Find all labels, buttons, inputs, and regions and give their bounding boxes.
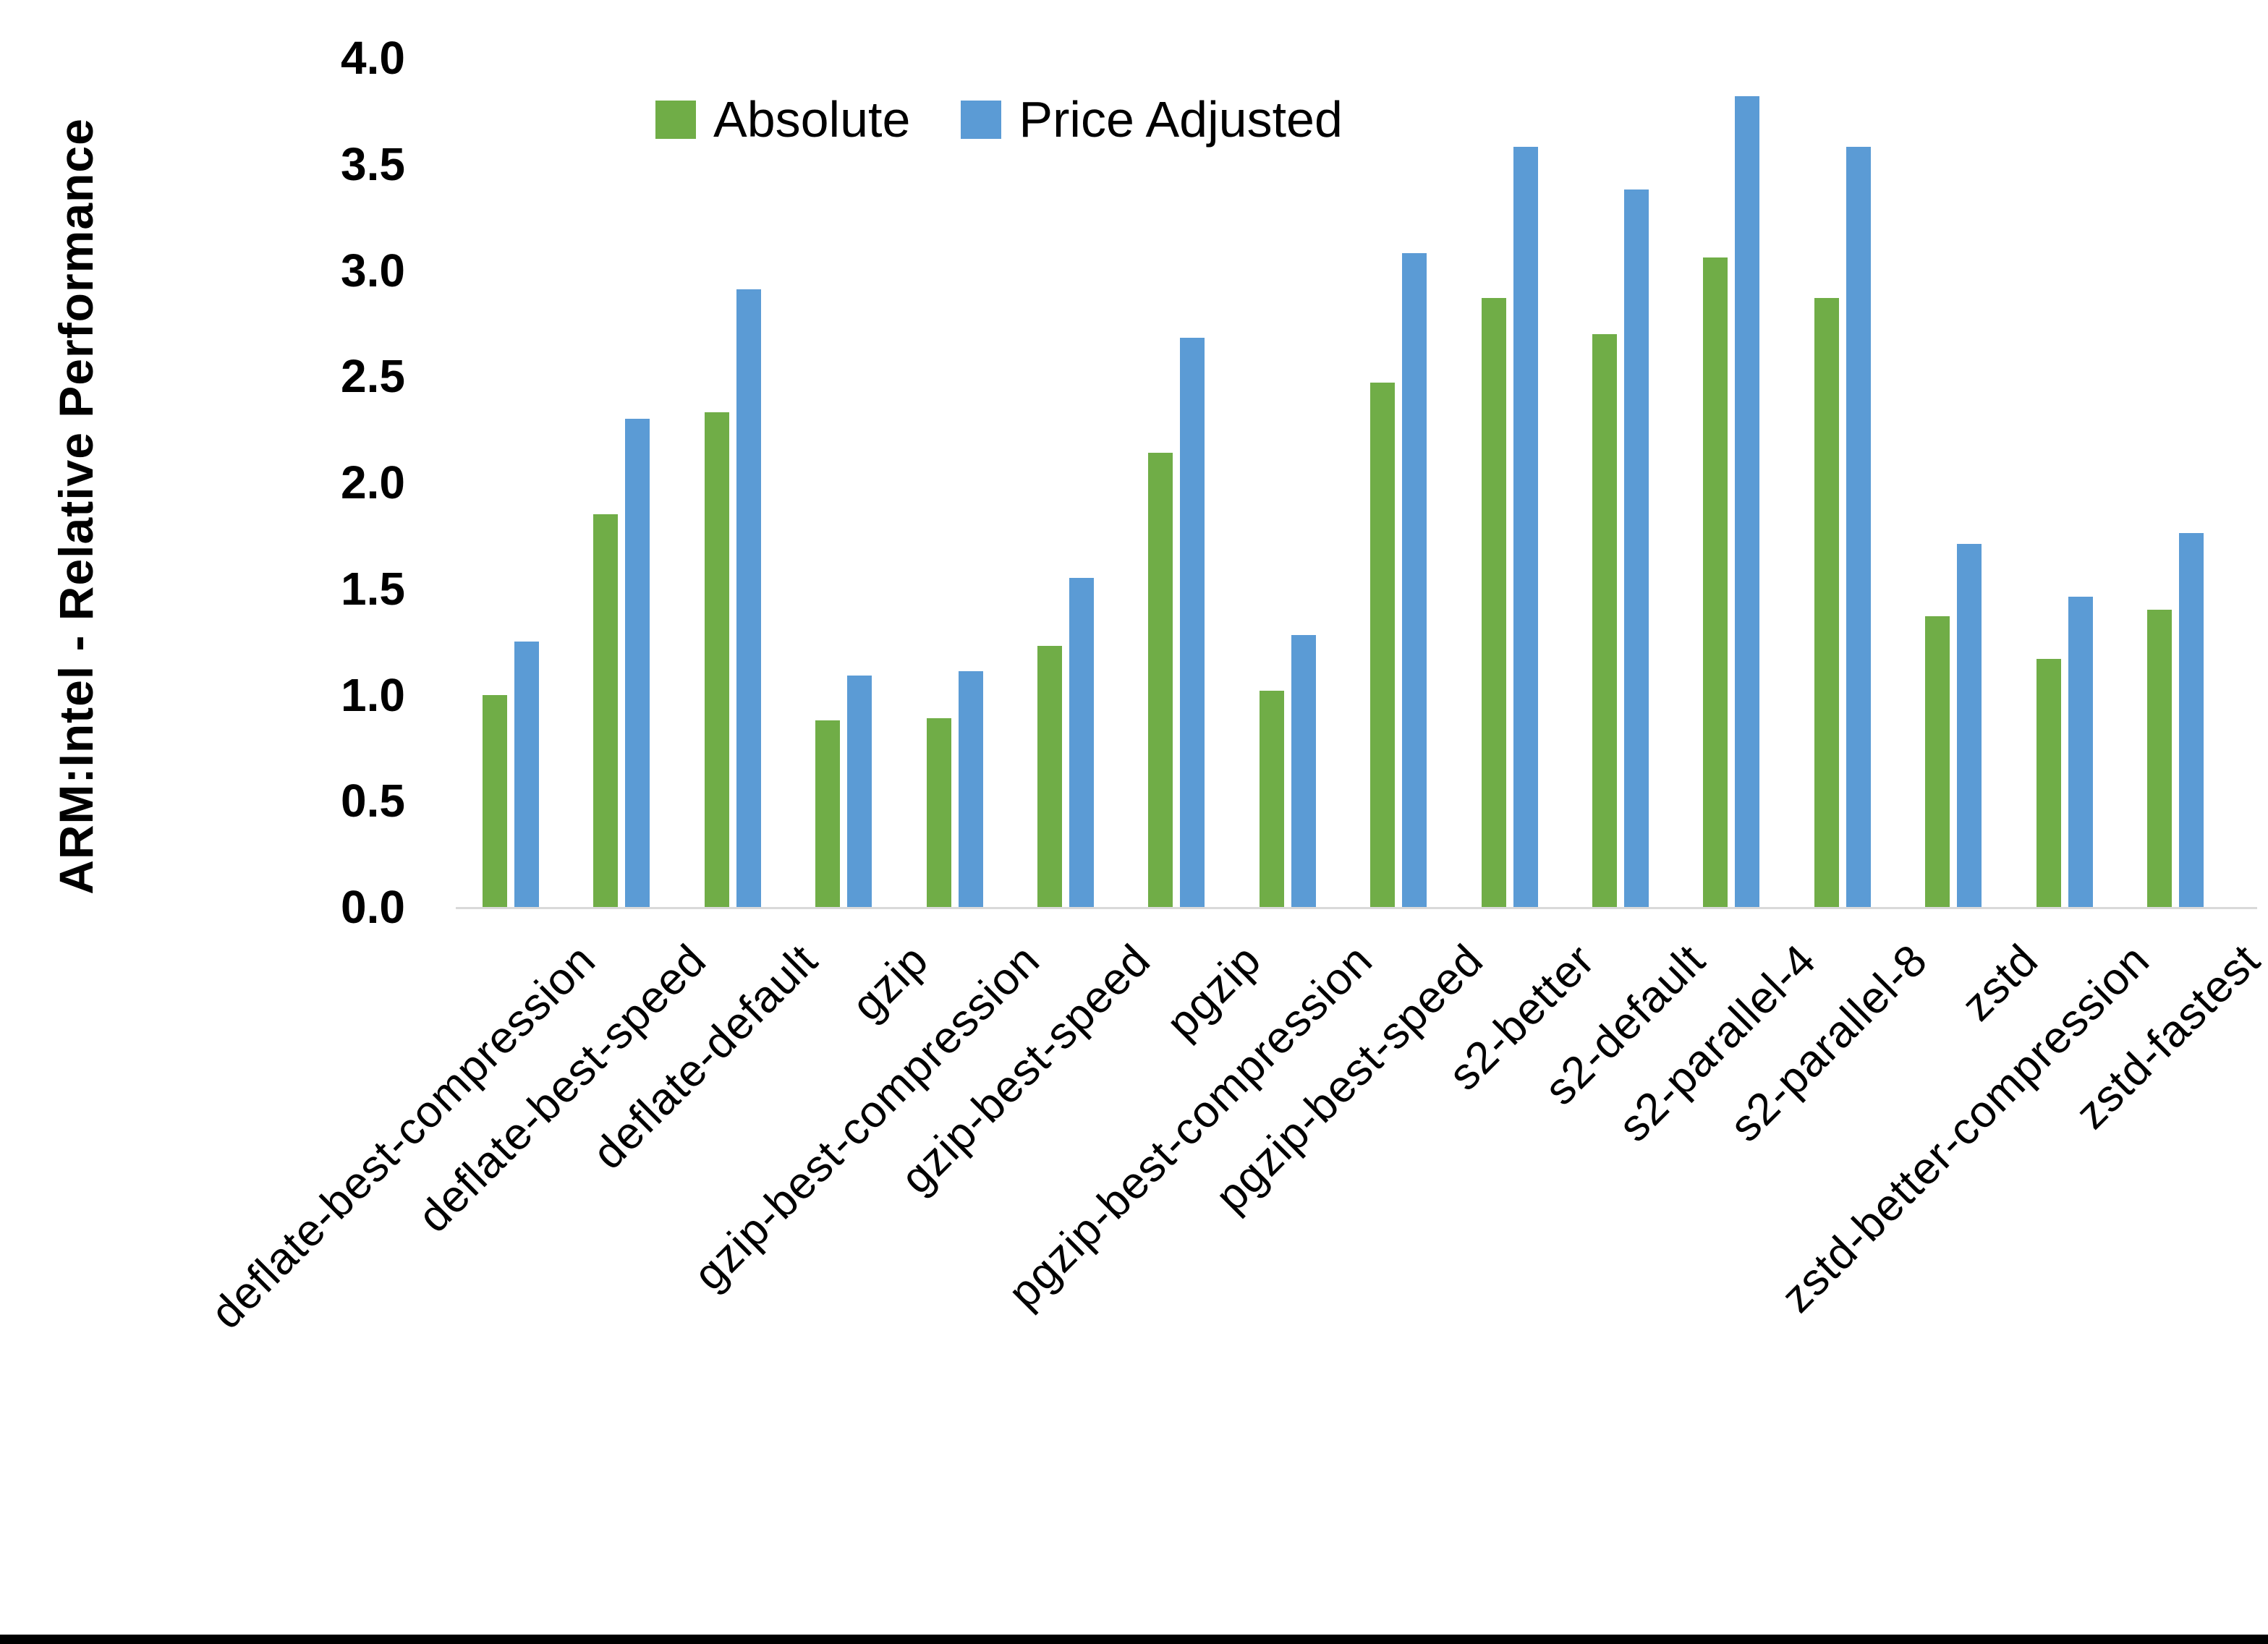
- bar-absolute-pgzip-best-compression: [1259, 690, 1284, 907]
- legend: Absolute Price Adjusted: [655, 90, 1343, 148]
- legend-swatch-absolute: [655, 100, 696, 139]
- bar-absolute-s2-default: [1592, 333, 1617, 907]
- y-tick-label: 0.5: [341, 775, 405, 827]
- bar-price-adjusted-deflate-default: [736, 289, 761, 907]
- y-axis-title: ARM:Intel - Relative Performance: [49, 118, 103, 895]
- y-tick-label: 2.5: [341, 350, 405, 403]
- legend-label-absolute: Absolute: [713, 91, 911, 148]
- legend-item-absolute: Absolute: [655, 90, 910, 148]
- bar-price-adjusted-gzip-best-speed: [1069, 578, 1094, 907]
- bar-price-adjusted-pgzip: [1180, 338, 1205, 907]
- y-tick-label: 3.0: [341, 244, 405, 297]
- legend-item-price-adjusted: Price Adjusted: [961, 90, 1343, 148]
- y-tick-label: 2.0: [341, 456, 405, 508]
- bar-price-adjusted-zstd-fastest: [2179, 533, 2204, 907]
- bar-absolute-gzip-best-compression: [926, 717, 951, 907]
- bar-absolute-deflate-best-compression: [483, 694, 507, 907]
- y-tick-label: 4.0: [341, 32, 405, 84]
- bar-absolute-s2-parallel-4: [1703, 257, 1728, 907]
- bar-absolute-zstd: [1925, 616, 1950, 907]
- y-tick-label: 3.5: [341, 137, 405, 190]
- bar-price-adjusted-zstd: [1957, 544, 1982, 907]
- y-tick-label: 1.5: [341, 562, 405, 615]
- bar-absolute-gzip-best-speed: [1037, 645, 1062, 907]
- bar-absolute-zstd-better-compression: [2036, 658, 2061, 907]
- bar-absolute-deflate-best-speed: [593, 514, 619, 907]
- y-tick-label: 0.0: [341, 881, 405, 933]
- bar-absolute-gzip: [815, 720, 841, 907]
- bar-price-adjusted-deflate-best-compression: [514, 642, 539, 907]
- bar-price-adjusted-pgzip-best-compression: [1291, 635, 1316, 907]
- y-tick-label: 1.0: [341, 668, 405, 721]
- legend-swatch-price-adjusted: [961, 100, 1002, 139]
- bar-absolute-pgzip-best-speed: [1370, 383, 1396, 907]
- bar-absolute-s2-parallel-8: [1814, 297, 1839, 907]
- bar-price-adjusted-pgzip-best-speed: [1402, 253, 1427, 907]
- bar-price-adjusted-s2-parallel-8: [1846, 147, 1871, 907]
- x-axis-line: [456, 907, 2257, 909]
- bottom-frame: [0, 1635, 2268, 1644]
- bar-price-adjusted-s2-default: [1624, 189, 1649, 907]
- bar-price-adjusted-s2-better: [1513, 147, 1538, 907]
- bar-absolute-zstd-fastest: [2147, 610, 2172, 907]
- bar-price-adjusted-gzip-best-compression: [958, 671, 983, 907]
- bar-absolute-deflate-default: [704, 412, 729, 907]
- bar-price-adjusted-s2-parallel-4: [1735, 95, 1760, 907]
- legend-label-price-adjusted: Price Adjusted: [1019, 91, 1343, 148]
- bar-price-adjusted-zstd-better-compression: [2068, 597, 2093, 907]
- bar-absolute-s2-better: [1481, 297, 1506, 907]
- bar-absolute-pgzip: [1148, 452, 1173, 907]
- bar-price-adjusted-deflate-best-speed: [625, 418, 650, 907]
- bar-price-adjusted-gzip: [847, 676, 872, 907]
